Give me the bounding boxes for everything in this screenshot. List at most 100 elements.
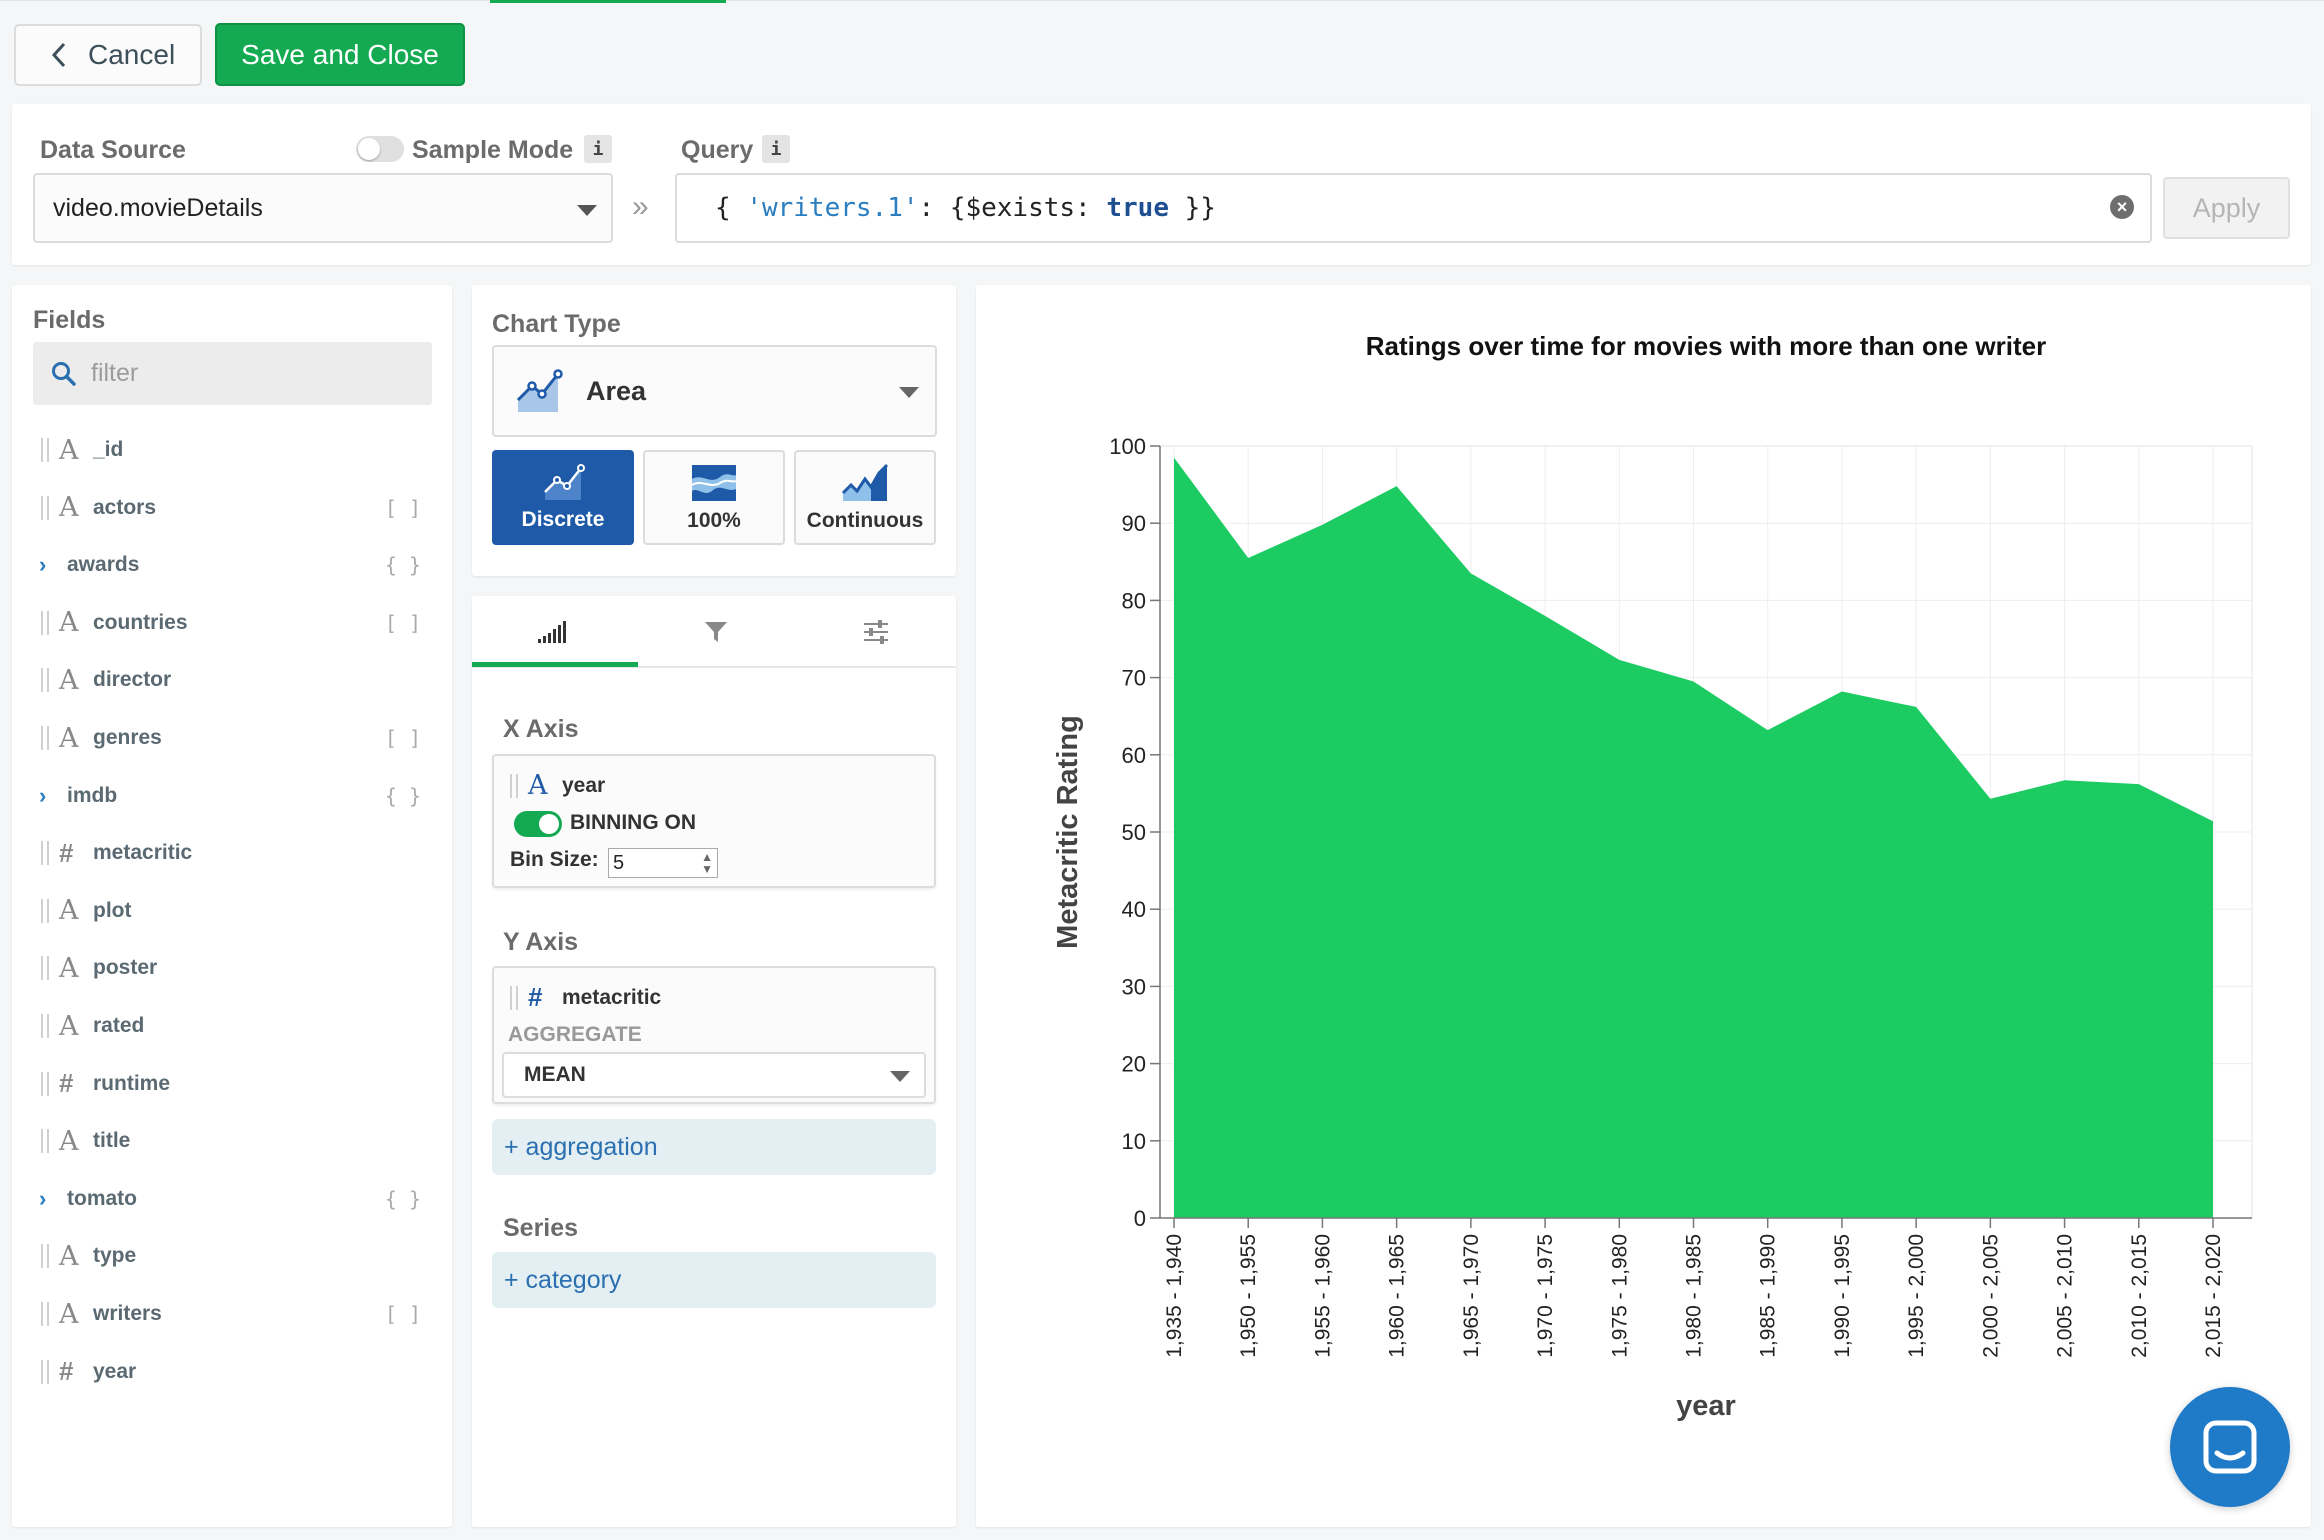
bin-size-input[interactable]: 5 ▲ ▼: [608, 848, 718, 878]
chevron-left-icon: [51, 42, 66, 68]
binning-toggle[interactable]: [514, 811, 562, 837]
fields-filter-input[interactable]: filter: [33, 342, 432, 405]
fields-title: Fields: [33, 306, 106, 334]
y-axis-label: Metacritic Rating: [1052, 715, 1084, 949]
field-item-runtime[interactable]: # runtime: [33, 1064, 433, 1104]
field-item-tomato[interactable]: › tomato { }: [33, 1179, 433, 1219]
string-type-icon: A: [59, 1125, 79, 1157]
add-aggregation-button[interactable]: + aggregation: [492, 1119, 936, 1175]
drag-handle-icon[interactable]: [41, 1129, 49, 1154]
variant-100-percent-button[interactable]: 100%: [643, 450, 785, 545]
area-chart: Ratings over time for movies with more t…: [1052, 331, 2253, 1422]
stepper-arrows-icon[interactable]: ▲ ▼: [701, 850, 713, 876]
variant-continuous-button[interactable]: Continuous: [794, 450, 936, 545]
drag-handle-icon[interactable]: [41, 1014, 49, 1038]
drag-handle-icon[interactable]: [510, 985, 518, 1010]
x-axis-card[interactable]: A year BINNING ON Bin Size: 5 ▲ ▼: [492, 754, 936, 888]
variant-discrete-button[interactable]: Discrete: [492, 450, 634, 545]
drag-handle-icon[interactable]: [41, 1302, 49, 1326]
apply-button[interactable]: Apply: [2163, 177, 2290, 239]
tab-customize[interactable]: [796, 596, 956, 668]
drag-handle-icon[interactable]: [41, 495, 49, 520]
chevron-right-icon[interactable]: ›: [39, 782, 47, 808]
save-and-close-button[interactable]: Save and Close: [215, 23, 465, 86]
add-category-label: + category: [504, 1265, 622, 1294]
field-item-id[interactable]: A _id: [33, 430, 433, 470]
field-type-suffix: [ ]: [384, 610, 421, 635]
x-tick-label: 1,995 - 2,000: [1905, 1234, 1928, 1358]
y-tick-label: 80: [1122, 588, 1146, 613]
sample-mode-toggle[interactable]: [356, 136, 404, 162]
field-type-suffix: { }: [384, 1186, 421, 1211]
chart-type-title: Chart Type: [492, 310, 621, 338]
drag-handle-icon[interactable]: [41, 956, 49, 981]
drag-handle-icon[interactable]: [41, 1359, 49, 1384]
tab-encode[interactable]: [472, 596, 632, 668]
x-tick-label: 2,000 - 2,005: [1979, 1234, 2002, 1358]
number-type-icon: #: [528, 982, 543, 1012]
chart-type-value: Area: [586, 375, 647, 406]
field-item-year[interactable]: # year: [33, 1352, 433, 1392]
y-axis-card[interactable]: # metacritic AGGREGATE MEAN: [492, 966, 936, 1104]
number-type-icon: #: [59, 1068, 74, 1099]
query-info-icon[interactable]: i: [762, 135, 790, 163]
chevron-right-icon[interactable]: ›: [39, 1185, 47, 1211]
field-name: poster: [93, 956, 158, 980]
x-axis-field[interactable]: A year: [510, 770, 605, 801]
bin-size-label: Bin Size:: [510, 848, 599, 871]
chat-launcher-button[interactable]: [2170, 1387, 2290, 1507]
drag-handle-icon[interactable]: [41, 1244, 49, 1269]
field-item-metacritic[interactable]: # metacritic: [33, 833, 433, 873]
y-axis-field[interactable]: # metacritic: [510, 982, 661, 1013]
query-close-braces: }}: [1184, 193, 1216, 223]
y-tick-label: 50: [1122, 820, 1146, 845]
field-item-imdb[interactable]: › imdb { }: [33, 776, 433, 816]
query-key: 'writers.1': [746, 193, 919, 223]
tab-filter[interactable]: [636, 596, 796, 668]
cancel-button[interactable]: Cancel: [14, 24, 202, 86]
drag-handle-icon[interactable]: [41, 841, 49, 866]
data-source-select[interactable]: video.movieDetails: [33, 173, 613, 243]
drag-handle-icon[interactable]: [41, 668, 49, 693]
y-tick-label: 10: [1122, 1129, 1146, 1154]
search-icon: [52, 361, 76, 386]
field-name: runtime: [93, 1071, 171, 1095]
top-border: [0, 0, 2324, 1]
string-type-icon: A: [59, 664, 79, 696]
add-category-button[interactable]: + category: [492, 1252, 936, 1308]
drag-handle-icon[interactable]: [41, 1071, 49, 1096]
y-axis-title: Y Axis: [503, 928, 579, 956]
chevron-down-icon: [899, 387, 919, 398]
query-input[interactable]: { 'writers.1': {$exists: true }}: [675, 173, 2152, 243]
chart-type-select[interactable]: Area: [492, 345, 937, 437]
string-type-icon: A: [59, 492, 79, 524]
bin-size-value: 5: [613, 851, 625, 874]
drag-handle-icon[interactable]: [41, 438, 49, 462]
sample-mode-info-icon[interactable]: i: [584, 135, 612, 163]
clear-query-icon[interactable]: ×: [2110, 195, 2134, 219]
y-tick-label: 30: [1122, 974, 1146, 999]
string-type-icon: A: [59, 434, 79, 466]
drag-handle-icon[interactable]: [41, 726, 49, 750]
field-name: rated: [93, 1014, 145, 1037]
number-type-icon: #: [59, 1356, 74, 1387]
chevron-right-icon[interactable]: ›: [39, 552, 47, 578]
drag-handle-icon[interactable]: [41, 610, 49, 635]
field-name: type: [93, 1244, 137, 1268]
x-tick-label: 1,960 - 1,965: [1386, 1234, 1409, 1358]
field-item-awards[interactable]: › awards { }: [33, 545, 433, 585]
aggregate-select[interactable]: MEAN: [502, 1052, 926, 1098]
drag-handle-icon[interactable]: [41, 898, 49, 923]
drag-handle-icon[interactable]: [510, 773, 518, 798]
x-tick-label: 1,950 - 1,955: [1237, 1234, 1260, 1358]
